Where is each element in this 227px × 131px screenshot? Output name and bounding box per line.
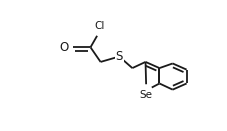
Text: O: O: [59, 41, 69, 54]
Text: Se: Se: [139, 90, 152, 100]
Text: Cl: Cl: [94, 21, 104, 31]
Text: S: S: [115, 50, 122, 63]
